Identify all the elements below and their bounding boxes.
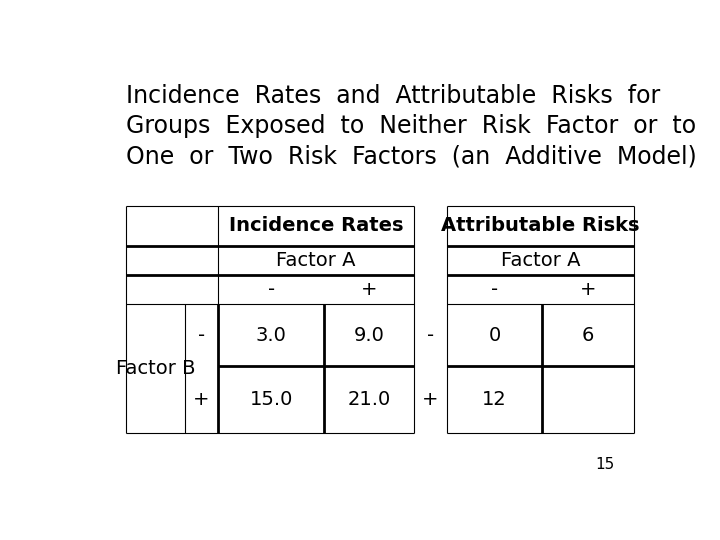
Text: Incidence Rates: Incidence Rates xyxy=(229,217,403,235)
Text: 0: 0 xyxy=(488,326,500,345)
Text: 3.0: 3.0 xyxy=(256,326,287,345)
Text: Factor B: Factor B xyxy=(116,359,195,378)
Text: One  or  Two  Risk  Factors  (an  Additive  Model): One or Two Risk Factors (an Additive Mod… xyxy=(126,144,697,168)
Text: 15.0: 15.0 xyxy=(250,390,293,409)
Text: +: + xyxy=(580,280,596,299)
Text: Incidence  Rates  and  Attributable  Risks  for: Incidence Rates and Attributable Risks f… xyxy=(126,84,660,107)
Text: Attributable Risks: Attributable Risks xyxy=(441,217,640,235)
Text: Groups  Exposed  to  Neither  Risk  Factor  or  to: Groups Exposed to Neither Risk Factor or… xyxy=(126,114,696,138)
Text: 15: 15 xyxy=(595,457,615,472)
Text: +: + xyxy=(361,280,377,299)
Text: Factor A: Factor A xyxy=(501,251,580,269)
Text: 12: 12 xyxy=(482,390,507,409)
Text: -: - xyxy=(198,326,205,345)
Text: -: - xyxy=(427,326,434,345)
Text: 9.0: 9.0 xyxy=(354,326,384,345)
Text: +: + xyxy=(422,390,438,409)
Text: 6: 6 xyxy=(582,326,594,345)
Text: 21.0: 21.0 xyxy=(347,390,391,409)
Text: +: + xyxy=(194,390,210,409)
Text: Factor A: Factor A xyxy=(276,251,356,269)
Text: -: - xyxy=(268,280,275,299)
Text: -: - xyxy=(491,280,498,299)
